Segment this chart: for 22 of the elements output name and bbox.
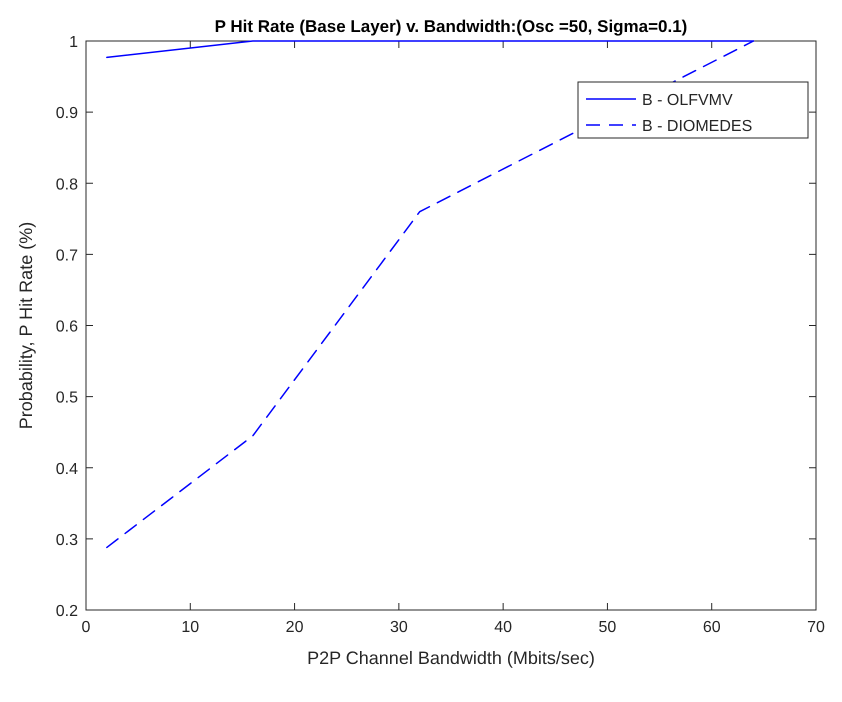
x-tick-label: 20 [286,619,304,636]
y-tick-label: 0.4 [56,460,78,478]
y-tick-label: 0.9 [56,105,78,122]
x-tick-label: 0 [82,619,91,636]
legend-label: B - OLFVMV [642,92,734,109]
y-tick-label: 0.6 [56,318,78,336]
y-tick-label: 1 [69,34,78,51]
legend-label: B - DIOMEDES [642,118,752,135]
y-tick-label: 0.2 [56,603,78,620]
x-tick-label: 10 [181,619,200,636]
x-tick-label: 70 [807,619,825,636]
x-tick-label: 40 [494,619,512,636]
y-tick-label: 0.3 [56,532,78,549]
y-tick-label: 0.8 [56,176,78,194]
x-tick-label: 30 [390,619,408,636]
chart-title: P Hit Rate (Base Layer) v. Bandwidth:(Osc =50, Sigma=0.1) [214,17,688,36]
x-tick-label: 50 [598,619,616,636]
x-axis-title: P2P Channel Bandwidth (Mbits/sec) [307,648,595,668]
x-tick-label: 60 [702,619,721,636]
y-tick-label: 0.7 [56,247,78,264]
y-axis-title: Probability, P Hit Rate (%) [16,222,36,430]
y-tick-label: 0.5 [56,390,78,407]
